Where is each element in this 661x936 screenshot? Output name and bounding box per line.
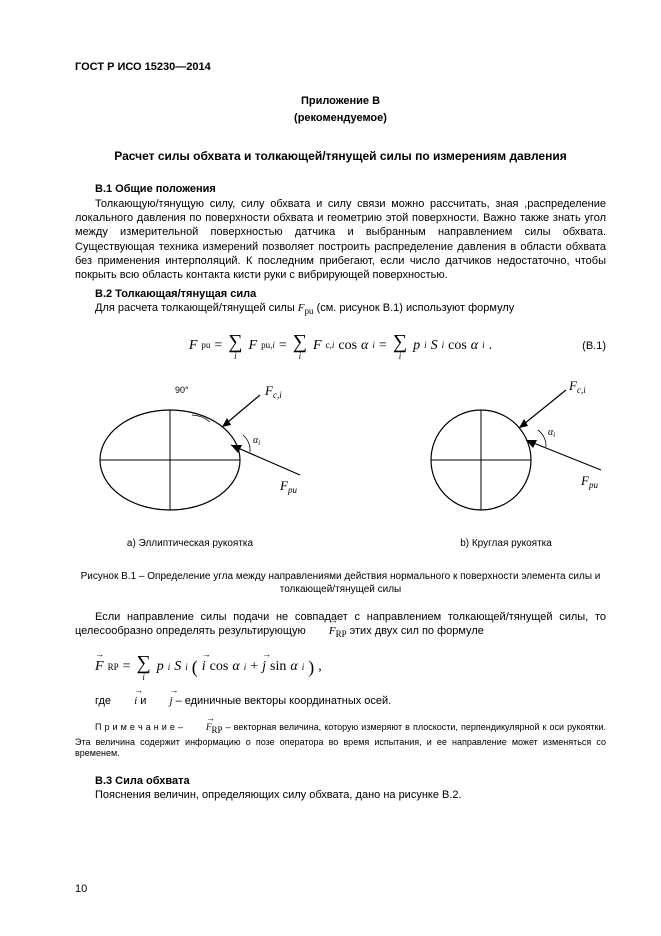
figA-Fc-sub: c,i	[273, 390, 282, 400]
formula-b2: FRP = ∑i piSi ( i cosαi + j sinαi ),	[95, 653, 606, 682]
svg-text:αi: αi	[253, 435, 260, 447]
main-title: Расчет силы обхвата и толкающей/тянущей …	[75, 149, 606, 165]
formula-b1: Fpu = ∑i Fpu,i = ∑i Fc,i cosαi = ∑i piSi…	[189, 332, 492, 361]
axis-i: i	[114, 694, 137, 708]
figure-a: 90° Fc,i αi Fpu a) Эллиптическая рукоятк…	[75, 375, 305, 550]
paragraph-2: Если направление силы подачи не совпадае…	[75, 610, 606, 641]
figB-Fpu-sub: pu	[588, 480, 599, 490]
figure-b: Fc,i αi Fpu b) Круглая рукоятка	[406, 375, 606, 550]
svg-text:Fpu: Fpu	[580, 473, 598, 490]
figure-a-svg: 90° Fc,i αi Fpu	[75, 375, 305, 525]
note-sub: RP	[212, 725, 223, 735]
svg-text:Fc,i: Fc,i	[264, 383, 282, 400]
b2-intro-sub: pu	[305, 306, 314, 316]
figure-main-caption: Рисунок В.1 – Определение угла между нап…	[75, 570, 606, 596]
page-number: 10	[75, 882, 87, 896]
section-b3-head: В.3 Сила обхвата	[75, 774, 606, 788]
figB-Fc-sub: c,i	[577, 385, 586, 395]
para2-post: этих двух сил по формуле	[347, 625, 484, 637]
figures-row: 90° Fc,i αi Fpu a) Эллиптическая рукоятк…	[75, 375, 606, 550]
svg-text:Fc,i: Fc,i	[568, 378, 586, 395]
annex-title: Приложение В	[75, 94, 606, 108]
para2-sub: RP	[336, 629, 347, 639]
paragraph-b3: Пояснения величин, определяющих силу обх…	[75, 788, 606, 802]
axis-pre: где	[95, 695, 114, 707]
paragraph-b1: Толкающую/тянущую силу, силу обхвата и с…	[75, 197, 606, 283]
figure-a-caption: a) Эллиптическая рукоятка	[75, 537, 305, 550]
section-b2-head: В.2 Толкающая/тянущая сила	[75, 287, 606, 301]
b2-intro-pre: Для расчета толкающей/тянущей силы	[95, 302, 298, 314]
formula-b1-number: (В.1)	[582, 339, 606, 353]
section-b1-head: В.1 Общие положения	[75, 182, 606, 196]
figA-alpha-sub: i	[258, 439, 260, 447]
figure-b-svg: Fc,i αi Fpu	[406, 375, 606, 525]
page: ГОСТ Р ИСО 15230—2014 Приложение В (реко…	[0, 0, 661, 936]
axis-post: – единичные векторы координатных осей.	[173, 695, 392, 707]
axis-j: j	[149, 694, 172, 708]
document-header: ГОСТ Р ИСО 15230—2014	[75, 60, 606, 74]
para2-sym: F	[309, 624, 336, 638]
axis-and: и	[137, 695, 149, 707]
b2-intro-post: (см. рисунок В.1) используют формулу	[314, 302, 515, 314]
note: П р и м е ч а н и е – FRP – векторная ве…	[75, 722, 606, 760]
figA-angle: 90°	[175, 385, 189, 395]
b2-intro-sym: F	[298, 302, 305, 314]
svg-text:Fpu: Fpu	[279, 478, 297, 495]
figA-Fpu-sub: pu	[287, 485, 298, 495]
annex-subtitle: (рекомендуемое)	[75, 111, 606, 125]
note-pre: П р и м е ч а н и е –	[95, 722, 186, 732]
svg-text:αi: αi	[548, 427, 555, 439]
formula-b1-row: Fpu = ∑i Fpu,i = ∑i Fc,i cosαi = ∑i piSi…	[75, 332, 606, 361]
note-sym: F	[186, 722, 212, 734]
figure-b-caption: b) Круглая рукоятка	[406, 537, 606, 550]
figB-alpha-sub: i	[553, 431, 555, 439]
paragraph-b2-intro: Для расчета толкающей/тянущей силы Fpu (…	[75, 301, 606, 318]
axis-note: где i и j – единичные векторы координатн…	[75, 694, 606, 708]
